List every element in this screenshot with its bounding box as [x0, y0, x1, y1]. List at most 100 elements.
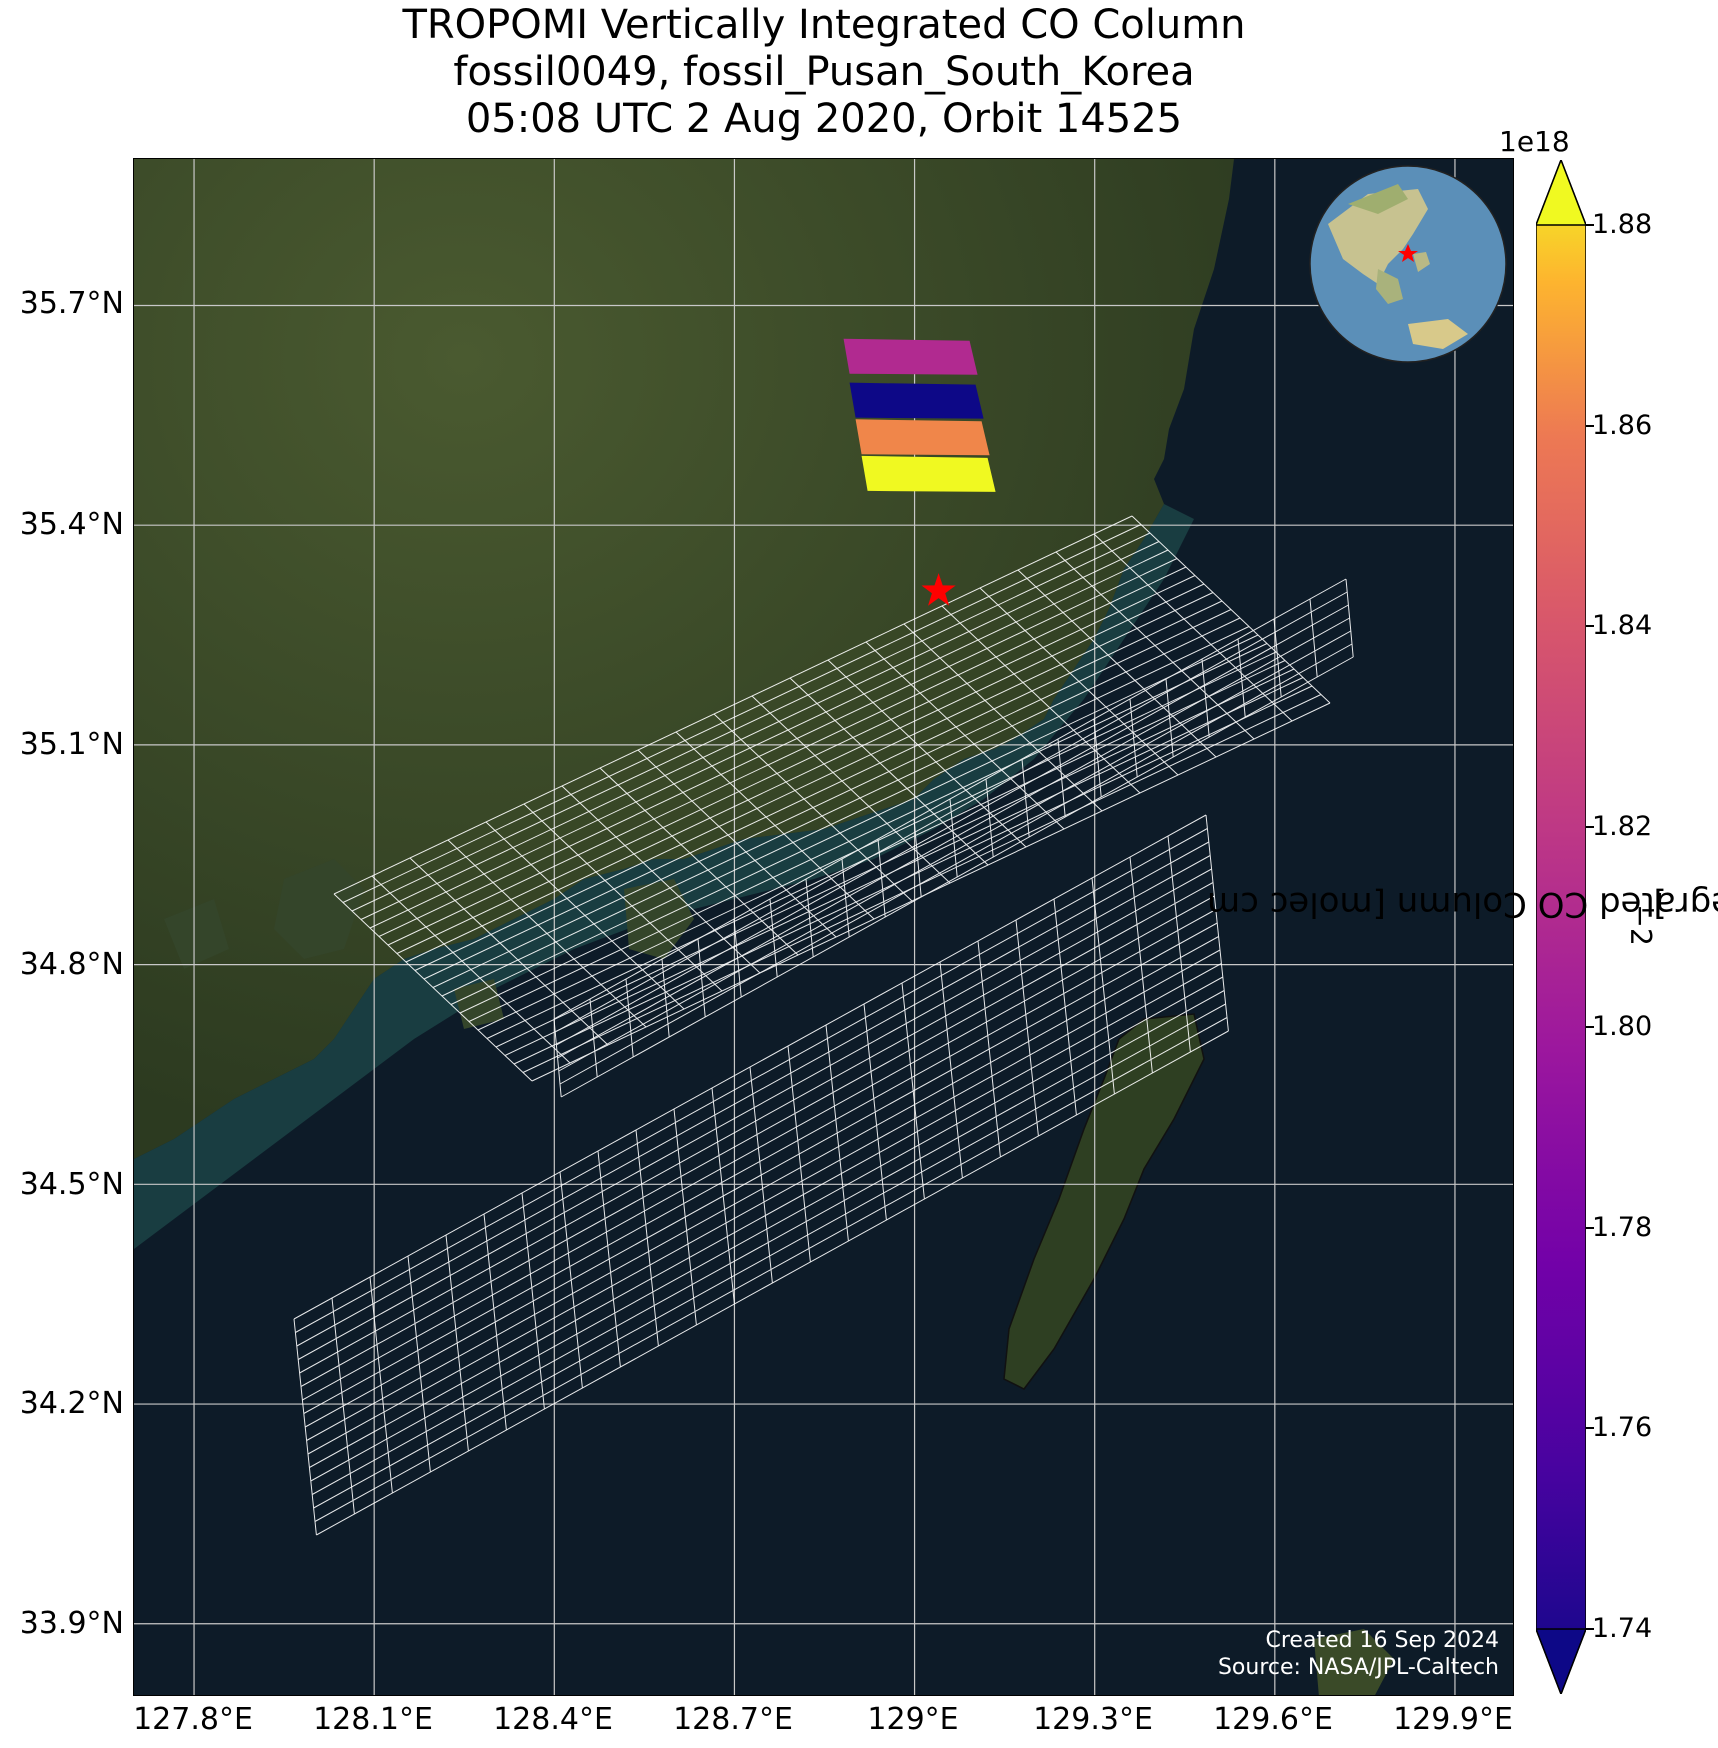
- lon-label: 129.6°E: [1213, 1702, 1333, 1737]
- title-line-2: fossil0049, fossil_Pusan_South_Korea: [453, 49, 1195, 95]
- lat-label: 35.4°N: [19, 507, 124, 542]
- footprint-cell-line: [360, 541, 1160, 920]
- footprint-cell-line: [459, 634, 1259, 1014]
- colorbar-tick-mark: [1586, 625, 1594, 628]
- footprint-cell-line: [303, 909, 1217, 1414]
- colorbar-tick-label: 1.76: [1592, 1412, 1653, 1444]
- footprint-cell-line: [293, 814, 1207, 1320]
- site-star-icon: [921, 573, 956, 606]
- credit-source: Source: NASA/JPL-Caltech: [1217, 1655, 1499, 1680]
- footprint-cell-line: [333, 515, 1133, 895]
- footprint-cell-line: [560, 656, 1354, 1098]
- colorbar-tick-mark: [1586, 1026, 1594, 1029]
- footprint-cell-line: [378, 558, 1178, 937]
- footprint-cell-line: [302, 895, 1215, 1401]
- co-filled-pixels: [843, 338, 996, 492]
- colorbar-tick-label: 1.86: [1592, 409, 1653, 441]
- colorbar-tick-mark: [1586, 224, 1594, 226]
- footprint-cell-line: [299, 868, 1212, 1374]
- lon-label: 129°E: [867, 1702, 959, 1737]
- footprint-cell-line: [304, 922, 1218, 1428]
- footprint-cell-line: [351, 532, 1151, 912]
- colorbar-tick-label: 1.84: [1592, 610, 1653, 642]
- footprint-cell-line: [557, 617, 1350, 1059]
- footprint-cell-line: [297, 855, 1211, 1360]
- colorbar-exponent: 1e18: [1499, 125, 1570, 158]
- colorbar-tick-mark: [1586, 1226, 1594, 1229]
- credit-created: Created 16 Sep 2024: [1265, 1628, 1500, 1653]
- inset-globe: [1309, 165, 1507, 363]
- map-panel[interactable]: Created 16 Sep 2024 Source: NASA/JPL-Cal…: [133, 158, 1514, 1696]
- lon-label: 128.7°E: [673, 1702, 793, 1737]
- footprint-cell-line: [296, 841, 1210, 1347]
- lat-label: 35.1°N: [19, 727, 124, 762]
- footprint-cell-line: [477, 651, 1277, 1031]
- footprint-cell-line: [307, 949, 1221, 1455]
- footprint-cell-line: [432, 609, 1232, 988]
- chart-title: TROPOMI Vertically Integrated CO Column …: [134, 2, 1514, 143]
- globe-site-star-icon: [1398, 244, 1418, 262]
- co-pixel: [849, 382, 984, 419]
- footprint-cell-line: [342, 524, 1142, 903]
- footprint-cell-line: [450, 626, 1250, 1005]
- title-line-1: TROPOMI Vertically Integrated CO Column: [402, 2, 1246, 48]
- colorbar-tick-mark: [1586, 1427, 1594, 1430]
- colorbar-tick-label: 1.88: [1592, 209, 1653, 240]
- footprint-cell-line: [441, 617, 1241, 997]
- footprint-cell-line: [468, 643, 1268, 1022]
- footprint-cell-line: [558, 630, 1352, 1072]
- colorbar-label-text: TROPOMI Vertically Integrated CO Column …: [1207, 884, 1718, 925]
- colorbar-label-end: ]: [1653, 884, 1667, 925]
- lon-label: 128.4°E: [493, 1702, 613, 1737]
- tropomi-footprints: [293, 515, 1354, 1536]
- lon-label: 128.1°E: [313, 1702, 433, 1737]
- lat-label: 34.5°N: [19, 1167, 124, 1202]
- graticule: [134, 159, 1513, 1695]
- co-pixel: [843, 338, 978, 375]
- island-iki: [1314, 1629, 1394, 1695]
- footprint-cell-line: [387, 566, 1187, 946]
- lat-label: 35.7°N: [19, 286, 124, 321]
- footprint-cell-line: [559, 643, 1353, 1085]
- footprint-cell-line: [553, 578, 1347, 1020]
- footprint-cell-line: [405, 583, 1205, 963]
- footprint-cell-line: [306, 936, 1219, 1441]
- footprint-cell-line: [554, 591, 1348, 1033]
- footprint-cell-line: [311, 990, 1225, 1495]
- footprint-cell-line: [314, 1017, 1228, 1522]
- footprint-cell-line: [295, 828, 1208, 1333]
- colorbar-tick-mark: [1586, 1628, 1594, 1630]
- co-pixel: [855, 419, 990, 456]
- colorbar-tick-label: 1.80: [1592, 1011, 1653, 1043]
- footprint-cell-line: [495, 668, 1295, 1048]
- footprint-cell-line: [513, 685, 1313, 1065]
- footprint-cell-line: [316, 1030, 1229, 1536]
- footprint-cell-line: [486, 660, 1286, 1039]
- co-pixel: [861, 455, 996, 492]
- lat-label: 33.9°N: [19, 1606, 124, 1641]
- lon-label: 129.3°E: [1033, 1702, 1153, 1737]
- island-tsushima: [1003, 1013, 1205, 1390]
- footprint-cell-line: [396, 575, 1196, 954]
- coastal-shallows: [134, 504, 1194, 1249]
- footprint-cell-line: [369, 549, 1169, 929]
- lat-label: 34.8°N: [19, 947, 124, 982]
- credit-text: Created 16 Sep 2024 Source: NASA/JPL-Cal…: [1218, 1627, 1499, 1681]
- colorbar-tick-label: 1.82: [1592, 810, 1653, 842]
- island-namhae: [274, 859, 364, 959]
- lat-label: 34.2°N: [19, 1386, 124, 1421]
- footprint-cell-line: [522, 694, 1322, 1073]
- footprint-cell-line: [556, 604, 1349, 1046]
- colorbar-tick-label: 1.74: [1592, 1613, 1653, 1644]
- colorbar: [1536, 160, 1586, 1694]
- colorbar-tick-mark: [1586, 825, 1594, 828]
- footprint-cell-line: [504, 677, 1304, 1056]
- map-canvas: [134, 159, 1513, 1695]
- colorbar-tick-mark: [1586, 424, 1594, 427]
- footprint-cell-line: [310, 976, 1224, 1482]
- footprint-cell-line: [414, 592, 1214, 971]
- lon-label: 127.8°E: [133, 1702, 253, 1737]
- footprint-cell-line: [300, 882, 1214, 1387]
- footprint-cell-line: [309, 963, 1222, 1468]
- footprint-cell-line: [423, 600, 1223, 980]
